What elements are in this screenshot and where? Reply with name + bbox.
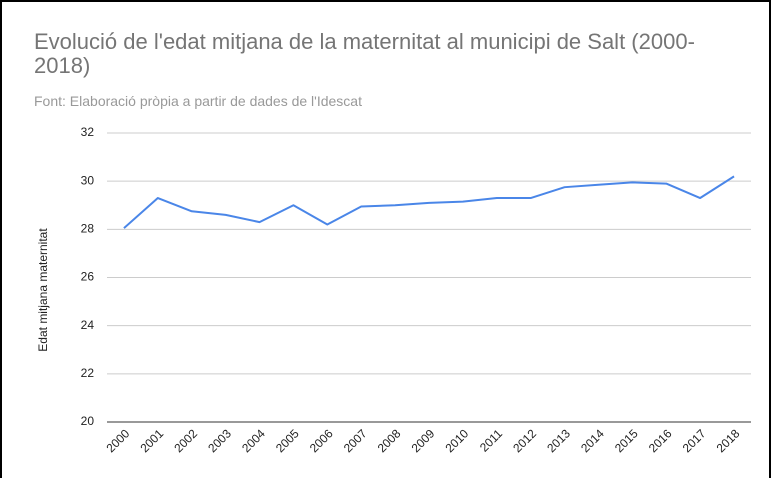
x-tick-label: 2003 (205, 426, 234, 455)
y-axis-label: Edat mitjana maternitat (36, 228, 50, 352)
x-tick-label: 2012 (510, 426, 539, 455)
x-tick-label: 2017 (680, 426, 709, 455)
x-tick-label: 2010 (442, 426, 471, 455)
y-tick-label: 20 (81, 414, 95, 428)
y-tick-label: 22 (81, 366, 95, 380)
x-tick-label: 2011 (477, 426, 505, 454)
x-tick-label: 2004 (239, 426, 268, 455)
chart-title: Evolució de l'edat mitjana de la materni… (34, 29, 695, 78)
x-tick-label: 2009 (409, 426, 438, 455)
y-tick-label: 26 (81, 270, 95, 284)
x-tick-label: 2013 (544, 426, 573, 455)
x-tick-label: 2002 (171, 426, 200, 455)
y-tick-label: 24 (81, 318, 95, 332)
x-tick-label: 2005 (273, 426, 302, 455)
y-tick-label: 32 (81, 125, 95, 139)
x-tick-label: 2006 (307, 426, 336, 455)
x-tick-label: 2016 (646, 426, 675, 455)
chart-subtitle: Font: Elaboració pròpia a partir de dade… (34, 93, 362, 109)
x-tick-label: 2007 (341, 426, 370, 455)
x-tick-label: 2015 (612, 426, 641, 455)
x-tick-label: 2018 (714, 426, 743, 455)
x-tick-label: 2000 (104, 426, 133, 455)
x-tick-label: 2001 (137, 426, 166, 455)
y-tick-label: 28 (81, 222, 95, 236)
x-tick-label: 2008 (375, 426, 404, 455)
y-tick-label: 30 (81, 173, 95, 187)
line (123, 175, 735, 229)
x-tick-label: 2014 (578, 426, 607, 455)
